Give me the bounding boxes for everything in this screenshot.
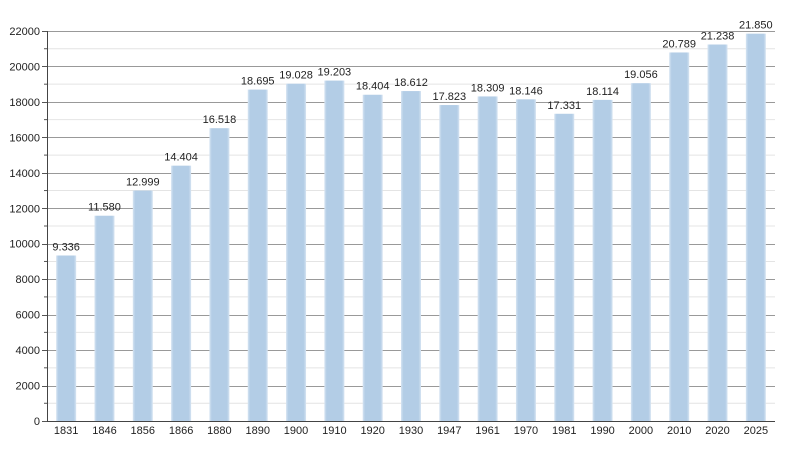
- data-label: 18.404: [356, 81, 390, 93]
- y-tick-label: 2000: [16, 381, 40, 393]
- x-tick-label: 1890: [245, 425, 269, 437]
- x-tick-label: 1900: [284, 425, 308, 437]
- bar: [286, 83, 307, 421]
- bar: [745, 33, 766, 422]
- data-label: 18.695: [241, 76, 275, 88]
- x-tick-label: 1856: [131, 425, 155, 437]
- bar: [439, 105, 460, 422]
- bar: [554, 113, 575, 421]
- bar: [401, 91, 421, 421]
- x-tick-label: 1910: [322, 425, 346, 437]
- x-tick-label: 1947: [437, 425, 461, 437]
- y-tick-label: 6000: [16, 310, 40, 322]
- x-tick-label: 2020: [705, 425, 729, 437]
- y-tick-label: 10000: [9, 239, 40, 251]
- x-tick-labels: 1831 1846 1856 1866 1880 1890 1900 1910 1920 1930…: [54, 425, 768, 437]
- x-tick-label: 2000: [629, 425, 653, 437]
- data-label: 18.309: [471, 82, 505, 94]
- bar: [669, 52, 690, 422]
- x-tick-label: 1880: [207, 425, 231, 437]
- y-tick-label: 20000: [9, 61, 40, 73]
- x-tick-label: 1831: [54, 425, 78, 437]
- data-label: 21.850: [739, 20, 773, 32]
- bar: [362, 94, 383, 421]
- bar: [477, 96, 498, 421]
- x-tick-label: 1866: [169, 425, 193, 437]
- x-tick-label: 1981: [552, 425, 576, 437]
- axes: [42, 31, 775, 422]
- data-label: 17.823: [432, 91, 466, 103]
- data-label: 19.028: [279, 70, 313, 82]
- x-tick-label: 1961: [475, 425, 499, 437]
- x-tick-label: 1920: [360, 425, 384, 437]
- y-tick-labels: 0 2000 4000 6000 8000 10000 12000 14000 16000 180…: [9, 26, 40, 428]
- data-labels: 9.336 11.580 12.999 14.404 16.518 18.695 19.02…: [52, 20, 772, 254]
- x-tick-label: 1930: [399, 425, 423, 437]
- data-label: 12.999: [126, 177, 160, 189]
- data-label: 19.203: [318, 67, 352, 79]
- x-tick-label: 2010: [667, 425, 691, 437]
- x-tick-label: 1846: [92, 425, 116, 437]
- data-label: 21.238: [701, 31, 735, 43]
- y-tick-label: 16000: [9, 132, 40, 144]
- y-tick-label: 8000: [16, 274, 40, 286]
- y-tick-label: 0: [34, 416, 40, 428]
- data-label: 18.146: [509, 85, 543, 97]
- x-tick-label: 1970: [514, 425, 538, 437]
- data-label: 14.404: [164, 152, 198, 164]
- bar: [209, 128, 230, 421]
- bar: [324, 80, 345, 421]
- bar: [56, 255, 77, 421]
- data-label: 20.789: [662, 38, 696, 50]
- y-tick-label: 14000: [9, 168, 40, 180]
- y-tick-label: 12000: [9, 203, 40, 215]
- data-label: 17.331: [547, 100, 581, 112]
- data-label: 9.336: [52, 241, 80, 253]
- bar: [630, 83, 651, 422]
- bars: [56, 33, 766, 422]
- data-label: 18.612: [394, 77, 428, 89]
- x-tick-label: 1990: [590, 425, 614, 437]
- data-label: 16.518: [203, 114, 237, 126]
- y-tick-label: 4000: [16, 345, 40, 357]
- bar: [171, 165, 192, 421]
- y-tick-label: 22000: [9, 26, 40, 38]
- y-tick-label: 18000: [9, 97, 40, 109]
- x-tick-label: 2025: [744, 425, 768, 437]
- bar: [592, 99, 613, 421]
- bar: [707, 44, 728, 422]
- bar: [515, 99, 536, 421]
- bar: [132, 190, 153, 421]
- data-label: 19.056: [624, 69, 658, 81]
- bar: [247, 89, 268, 422]
- data-label: 11.580: [88, 202, 121, 214]
- data-label: 18.114: [586, 86, 619, 98]
- bar: [94, 215, 115, 421]
